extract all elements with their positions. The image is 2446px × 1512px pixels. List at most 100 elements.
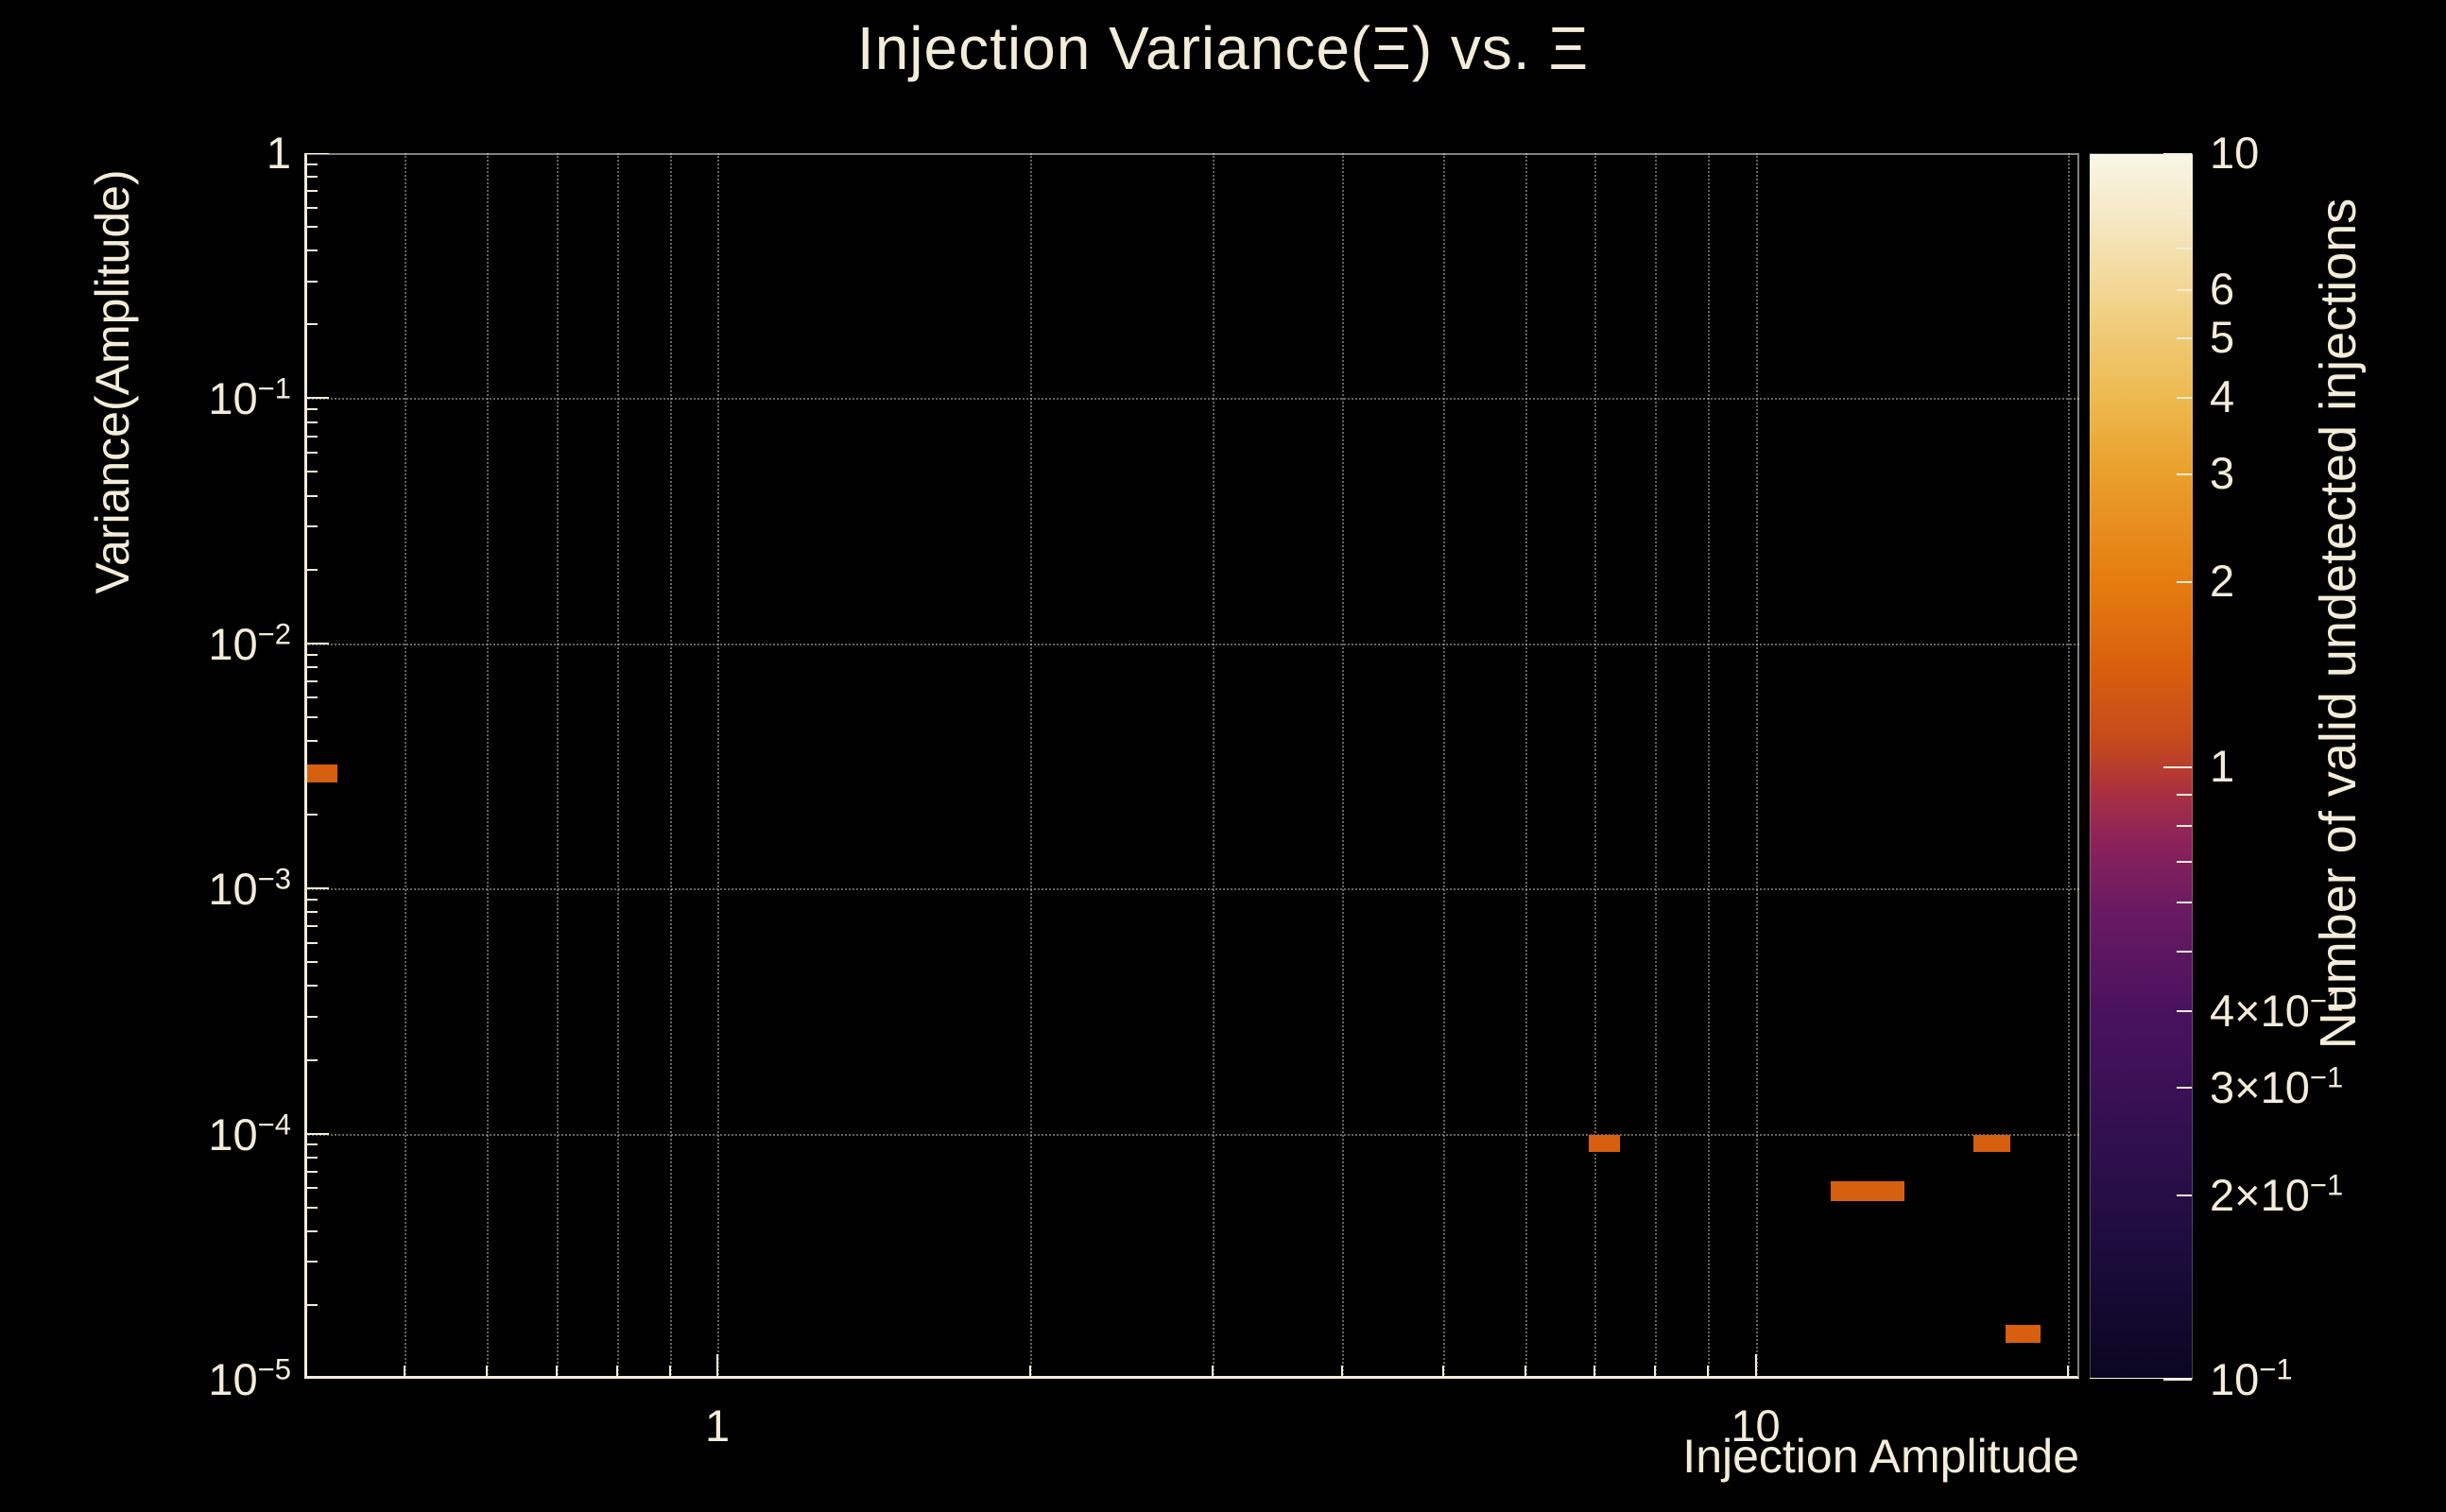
y-axis-tick (304, 1187, 318, 1190)
y-tick-label: 10−1 (208, 371, 291, 424)
x-axis-tick (1593, 1366, 1596, 1379)
grid-line-vertical (1655, 153, 1658, 1379)
y-tick-label: 10−5 (208, 1352, 291, 1404)
colorbar-tick-label: 10 (2210, 128, 2260, 179)
y-axis-tick (304, 568, 318, 571)
grid-line-horizontal (304, 888, 2079, 891)
chart-title: Injection Variance(Ξ) vs. Ξ (856, 14, 1590, 82)
grid-line-vertical (717, 153, 720, 1379)
x-axis-tick (668, 1366, 671, 1379)
y-axis-tick (304, 1058, 318, 1061)
colorbar-tick-label: 10−1 (2210, 1352, 2293, 1404)
grid-line-vertical (1708, 153, 1711, 1379)
colorbar-tick-label: 1 (2210, 740, 2235, 791)
y-axis-tick (304, 471, 318, 473)
plot-area (304, 153, 2079, 1379)
heatmap-bin (304, 765, 337, 783)
y-axis-tick (304, 1170, 318, 1173)
y-axis-tick (304, 1378, 329, 1379)
y-axis-tick (304, 226, 318, 229)
colorbar-tick-label: 5 (2210, 312, 2235, 363)
colorbar-tick-label: 3 (2210, 448, 2235, 499)
grid-line-vertical (669, 153, 672, 1379)
heatmap-bin (2005, 1324, 2041, 1344)
y-axis-tick (304, 1143, 318, 1146)
y-axis-tick (304, 1156, 318, 1159)
y-axis-tick (304, 494, 318, 497)
y-axis-tick (304, 696, 318, 699)
x-axis-tick (486, 1366, 489, 1379)
y-tick-label: 10−3 (208, 862, 291, 915)
grid-line-vertical (405, 153, 407, 1379)
x-axis-tick (716, 1354, 719, 1379)
colorbar-tick (2177, 581, 2192, 584)
y-axis-tick (304, 740, 318, 743)
y-tick-label: 10−4 (208, 1107, 291, 1160)
y-axis-tick (304, 1261, 318, 1263)
heatmap-bin (1588, 1134, 1620, 1153)
grid-line-horizontal (304, 398, 2079, 401)
y-axis-tick (304, 421, 318, 423)
y-axis-tick (304, 206, 318, 209)
heatmap-bin (1830, 1180, 1904, 1202)
y-axis-tick (304, 190, 318, 193)
y-axis-tick (304, 653, 318, 656)
grid-line-vertical (1594, 153, 1597, 1379)
y-axis-tick (304, 941, 318, 944)
grid-line-vertical (556, 153, 559, 1379)
y-axis-tick (304, 1303, 318, 1306)
x-axis-title: Injection Amplitude (1682, 1430, 2079, 1483)
colorbar-tick (2177, 825, 2192, 828)
colorbar-tick (2177, 248, 2192, 250)
y-axis-tick (304, 899, 318, 902)
y-axis-tick (304, 408, 318, 411)
x-axis-tick (2067, 1366, 2070, 1379)
colorbar-title: Number of valid undetected injections (2310, 198, 2367, 1050)
y-axis-tick (304, 1206, 318, 1209)
x-axis-tick (555, 1366, 558, 1379)
colorbar-tick (2177, 1009, 2192, 1012)
x-axis-tick (1754, 1354, 1757, 1379)
grid-line-horizontal (304, 1133, 2079, 1136)
y-axis-tick (304, 814, 318, 816)
grid-line-vertical (1342, 153, 1345, 1379)
y-axis-tick (304, 887, 329, 890)
colorbar-gradient (2090, 153, 2193, 1381)
y-axis-tick (304, 1229, 318, 1232)
colorbar-tick (2177, 860, 2192, 863)
grid-line-vertical (2068, 153, 2071, 1379)
colorbar-tick (2163, 153, 2192, 155)
colorbar-tick-label: 6 (2210, 264, 2235, 315)
colorbar-tick (2163, 1379, 2192, 1381)
y-axis-tick (304, 249, 318, 252)
colorbar-tick (2177, 397, 2192, 400)
y-axis-tick (304, 451, 318, 454)
x-axis-tick (615, 1366, 618, 1379)
grid-line-vertical (1213, 153, 1215, 1379)
y-axis-tick (304, 323, 318, 326)
y-axis-tick (304, 163, 318, 165)
y-axis-tick (304, 985, 318, 988)
colorbar-tick (2177, 1194, 2192, 1196)
colorbar-tick-label: 2 (2210, 556, 2235, 607)
y-axis-tick (304, 925, 318, 928)
y-axis-tick (304, 525, 318, 528)
y-axis-title: Variance(Amplitude) (86, 169, 139, 594)
x-axis-tick (1341, 1366, 1344, 1379)
y-axis-tick (304, 911, 318, 914)
colorbar-tick (2177, 950, 2192, 953)
x-axis-tick (304, 1366, 305, 1379)
colorbar-tick (2177, 180, 2192, 183)
y-axis-tick (304, 280, 318, 283)
y-axis-tick (304, 961, 318, 964)
y-tick-label: 10−2 (208, 617, 291, 669)
y-axis-tick (304, 435, 318, 438)
x-axis-tick (1028, 1366, 1031, 1379)
colorbar-tick (2177, 288, 2192, 291)
colorbar-tick-label: 4 (2210, 371, 2235, 422)
heatmap-bin (1972, 1134, 2011, 1153)
x-axis-tick (1212, 1366, 1214, 1379)
grid-line-horizontal (304, 643, 2079, 645)
grid-line-vertical (487, 153, 490, 1379)
